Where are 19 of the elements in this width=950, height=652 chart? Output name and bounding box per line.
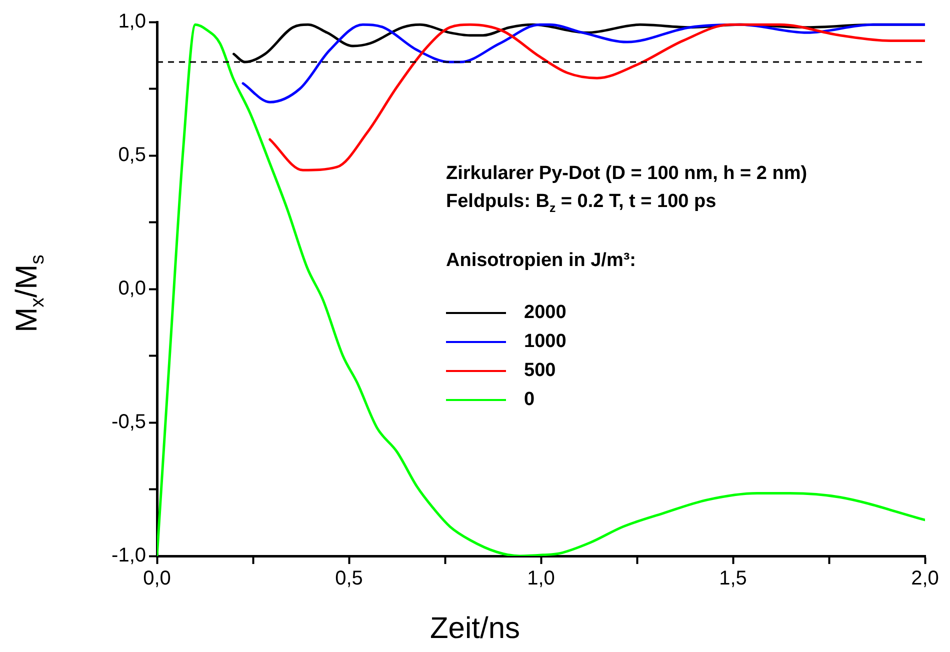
y-tick-label: 0,0 <box>118 278 146 300</box>
legend-label: 500 <box>524 360 556 382</box>
x-tick-label: 1,5 <box>719 568 747 590</box>
y-tick-label: -1,0 <box>112 544 146 567</box>
line-series <box>242 23 925 104</box>
x-tick-label: 0,0 <box>143 568 171 590</box>
x-tick-label: 2,0 <box>911 568 939 590</box>
annotation: Feldpuls: B$_{z}$ = 0.2 T, t = 100 ps <box>446 190 718 217</box>
annotation: Zirkularer Py-Dot (D = 100 nm, h = 2 nm) <box>446 162 808 186</box>
legend-label: 1000 <box>524 330 566 352</box>
x-tick-label: 0,5 <box>335 568 363 590</box>
x-axis-title: Zeit/ns <box>428 612 522 646</box>
legend-title: Anisotropien in J/m³: <box>446 250 636 272</box>
y-tick-label: 0,5 <box>118 144 146 166</box>
y-tick-label: 1,0 <box>118 10 146 33</box>
y-tick-label: -0,5 <box>112 411 146 434</box>
x-tick-label: 1,0 <box>527 568 555 590</box>
legend-label: 0 <box>524 388 535 410</box>
legend-label: 2000 <box>524 302 566 324</box>
